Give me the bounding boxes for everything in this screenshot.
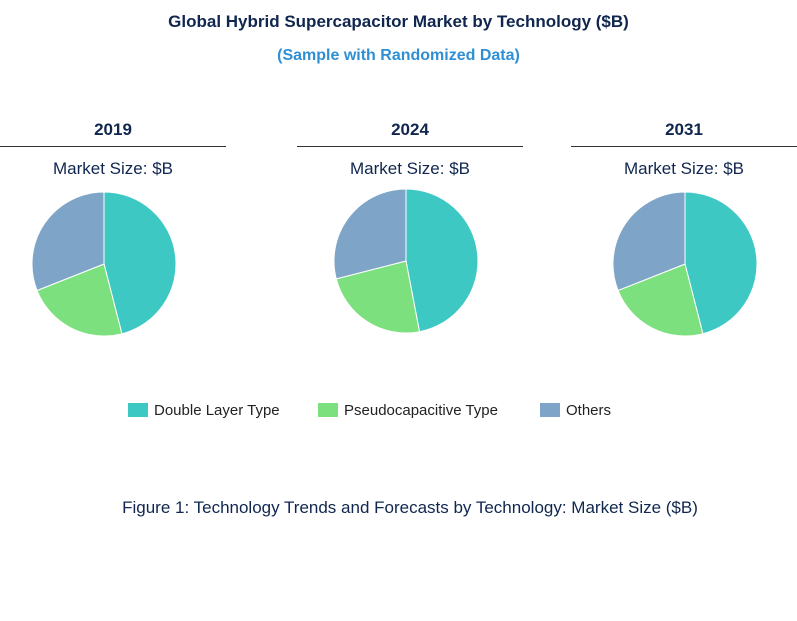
slice-pseudocapacitive bbox=[36, 263, 123, 337]
chart-subtitle: (Sample with Randomized Data) bbox=[277, 47, 520, 64]
pie-chart-2019 bbox=[31, 191, 177, 337]
panel-year: 2024 bbox=[391, 120, 429, 139]
panel-2024: 2024 Market Size: $B bbox=[297, 118, 523, 179]
legend-label: Pseudocapacitive Type bbox=[344, 402, 498, 419]
panel-divider bbox=[0, 146, 226, 147]
pie-chart-2024 bbox=[333, 188, 479, 334]
legend-item-others: Others bbox=[540, 402, 611, 419]
panel-market-size-label: Market Size: $B bbox=[624, 159, 744, 178]
panel-divider bbox=[297, 146, 523, 147]
legend-label: Others bbox=[566, 402, 612, 419]
legend-swatch bbox=[540, 403, 560, 417]
slice-double-layer bbox=[684, 191, 758, 335]
slice-others bbox=[612, 191, 686, 292]
panel-divider bbox=[571, 146, 797, 147]
slice-others bbox=[333, 188, 407, 280]
legend-item-pseudocapacitive: Pseudocapacitive Type bbox=[318, 402, 498, 419]
slice-double-layer bbox=[103, 191, 177, 335]
slice-others bbox=[31, 191, 105, 292]
legend-swatch bbox=[318, 403, 338, 417]
figure-caption: Figure 1: Technology Trends and Forecast… bbox=[122, 498, 698, 517]
pie-chart-2031 bbox=[612, 191, 758, 337]
legend-swatch bbox=[128, 403, 148, 417]
panel-2031: 2031 Market Size: $B bbox=[571, 118, 797, 179]
panel-2019: 2019 Market Size: $B bbox=[0, 118, 226, 179]
legend-item-double-layer: Double Layer Type bbox=[128, 402, 280, 419]
panel-year: 2019 bbox=[94, 120, 132, 139]
slice-double-layer bbox=[405, 188, 479, 333]
panel-market-size-label: Market Size: $B bbox=[350, 159, 470, 178]
panel-year: 2031 bbox=[665, 120, 703, 139]
slice-pseudocapacitive bbox=[617, 263, 704, 337]
chart-title: Global Hybrid Supercapacitor Market by T… bbox=[168, 12, 629, 31]
panel-market-size-label: Market Size: $B bbox=[53, 159, 173, 178]
slice-pseudocapacitive bbox=[335, 260, 421, 334]
legend-label: Double Layer Type bbox=[154, 402, 280, 419]
